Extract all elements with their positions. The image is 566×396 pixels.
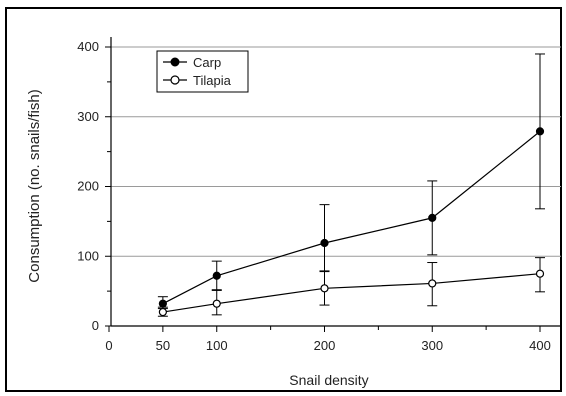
data-point-tilapia-50	[158, 307, 167, 317]
x-tick-label-400: 400	[529, 338, 551, 353]
x-ticks: 0 50 100 200 300 400	[105, 326, 551, 353]
chart-frame	[5, 7, 562, 392]
legend-label-tilapia: Tilapia	[193, 73, 232, 88]
legend: Carp Tilapia	[156, 50, 249, 93]
data-point-carp-300	[428, 213, 437, 222]
legend-marker-tilapia	[170, 75, 180, 85]
y-tick-label-100: 100	[77, 248, 99, 263]
y-tick-label-400: 400	[77, 39, 99, 54]
x-tick-label-300: 300	[421, 338, 443, 353]
data-point-carp-100	[212, 271, 221, 280]
series-carp	[157, 53, 545, 310]
legend-marker-carp	[170, 57, 180, 67]
data-point-tilapia-100	[212, 299, 221, 308]
y-axis-label: Consumption (no. snails/fish)	[26, 89, 43, 282]
gridlines	[111, 46, 561, 257]
data-point-carp-50	[158, 299, 167, 308]
data-point-carp-400	[535, 127, 545, 136]
data-point-carp-200	[320, 238, 329, 248]
y-tick-label-0: 0	[92, 318, 99, 333]
legend-label-carp: Carp	[193, 55, 221, 70]
y-tick-label-200: 200	[77, 179, 99, 194]
x-tick-label-50: 50	[156, 338, 170, 353]
y-ticks: 0 100 200 300 400	[77, 39, 111, 333]
data-point-tilapia-400	[535, 269, 545, 278]
x-axis-label: Snail density	[289, 372, 368, 388]
series-layer	[157, 53, 545, 317]
data-point-tilapia-300	[428, 279, 437, 288]
x-tick-label-100: 100	[206, 338, 228, 353]
x-tick-label-0: 0	[105, 338, 112, 353]
legend-box	[156, 50, 249, 93]
series-tilapia	[157, 257, 545, 317]
x-tick-label-200: 200	[314, 338, 336, 353]
y-tick-label-300: 300	[77, 109, 99, 124]
data-point-tilapia-200	[320, 284, 329, 293]
